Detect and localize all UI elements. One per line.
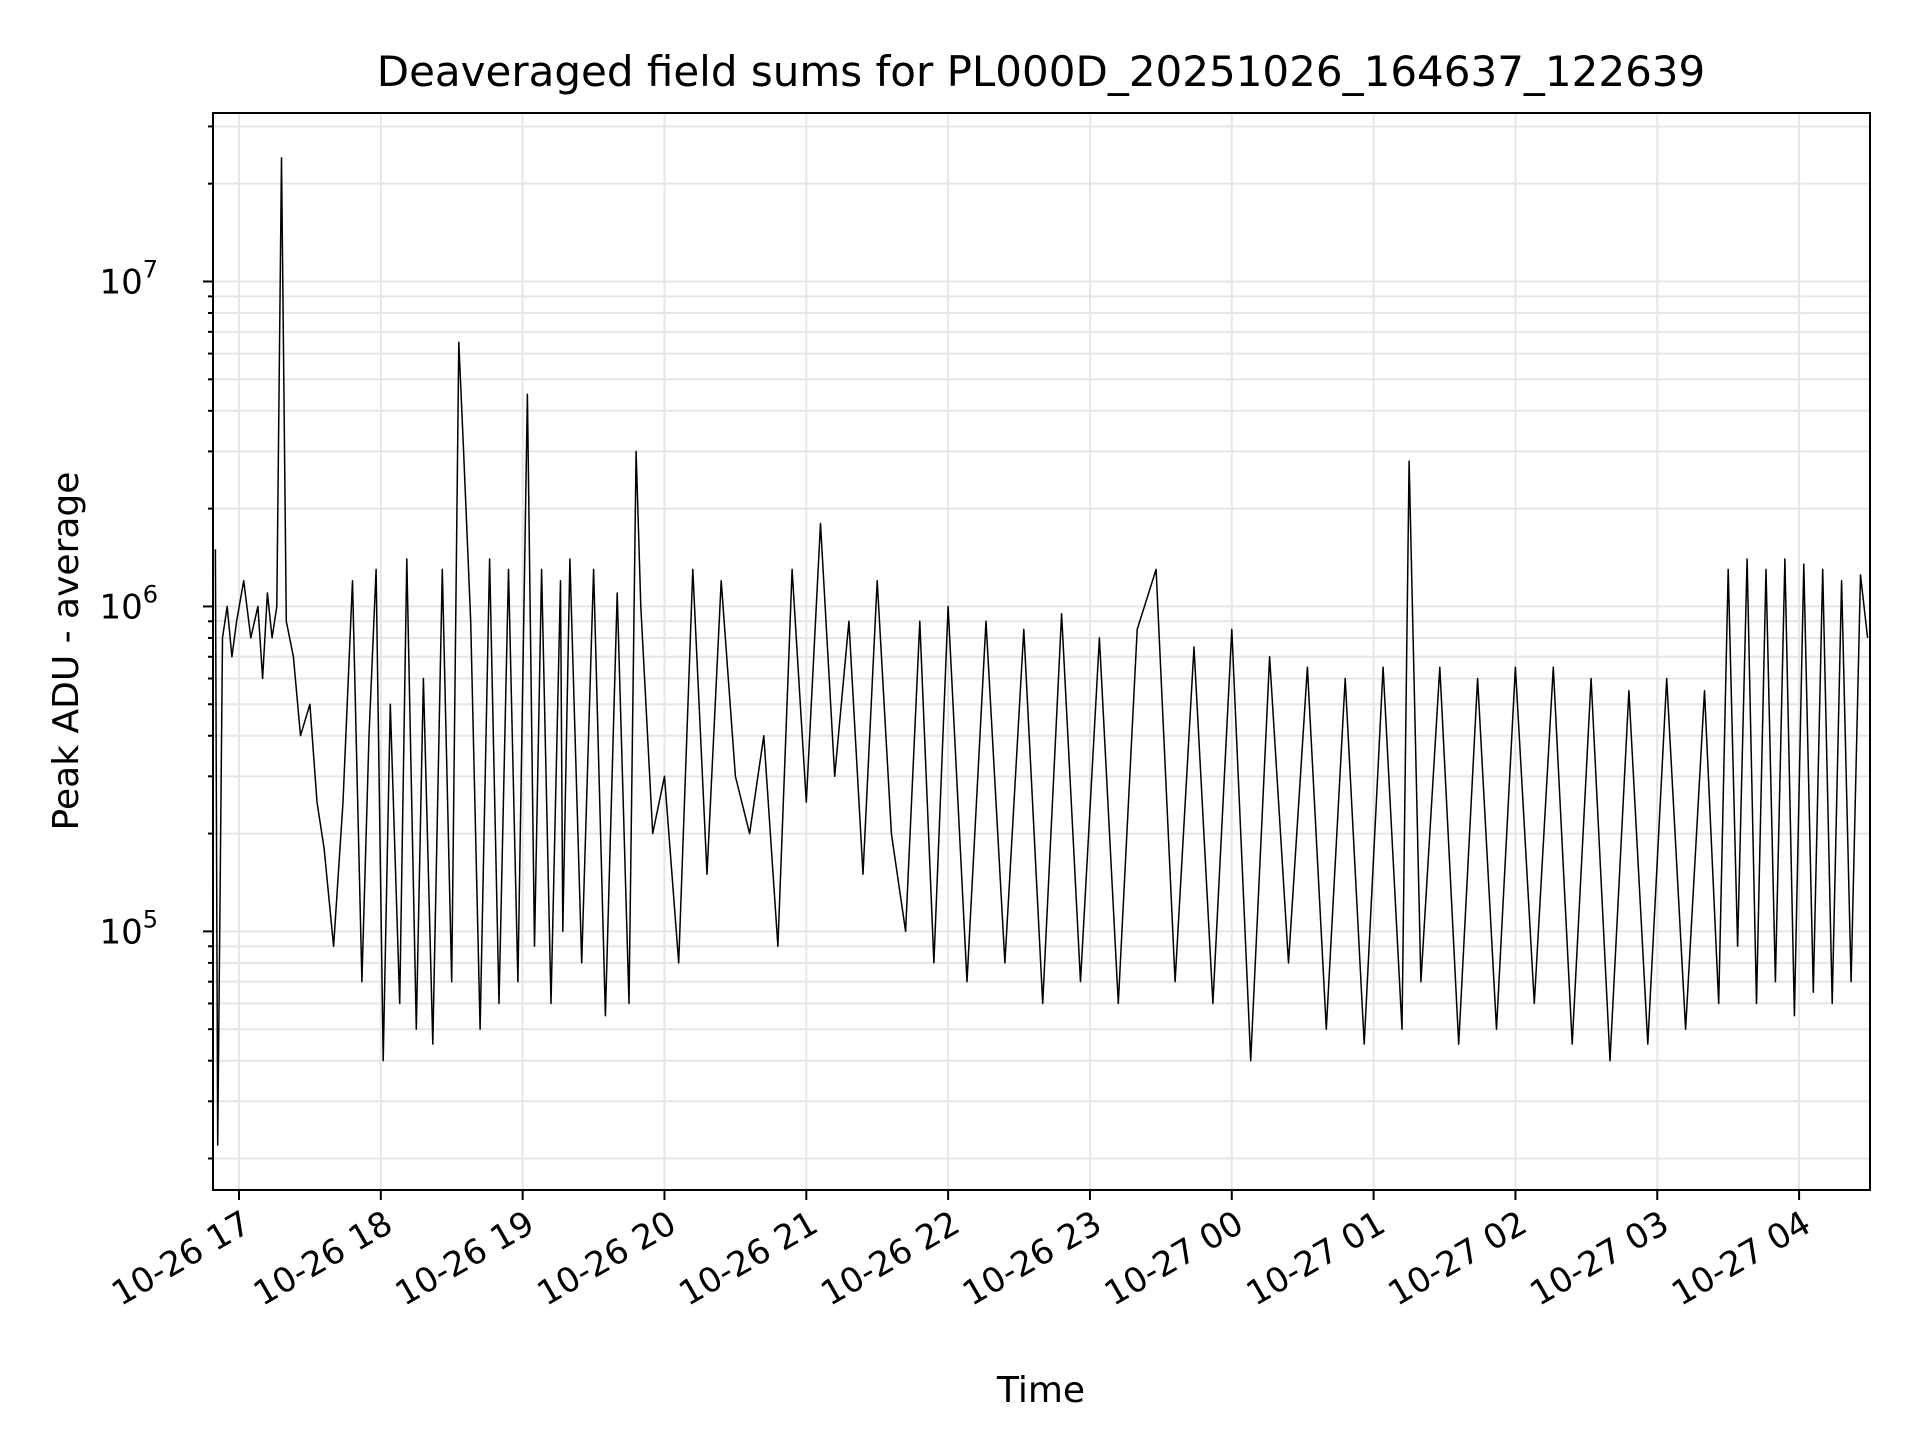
grid [213, 113, 1870, 1190]
series-line [214, 157, 1869, 1146]
y-tick-label: 106 [99, 580, 158, 627]
y-tick-label: 107 [99, 255, 158, 302]
plot-frame [212, 112, 1871, 1191]
y-tick-label: 105 [99, 905, 158, 952]
series-layer [214, 157, 1869, 1146]
x-axis-label: Time [996, 1370, 1085, 1411]
chart-title: Deaveraged field sums for PL000D_2025102… [377, 47, 1706, 96]
y-axis-label: Peak ADU - average [46, 472, 87, 831]
